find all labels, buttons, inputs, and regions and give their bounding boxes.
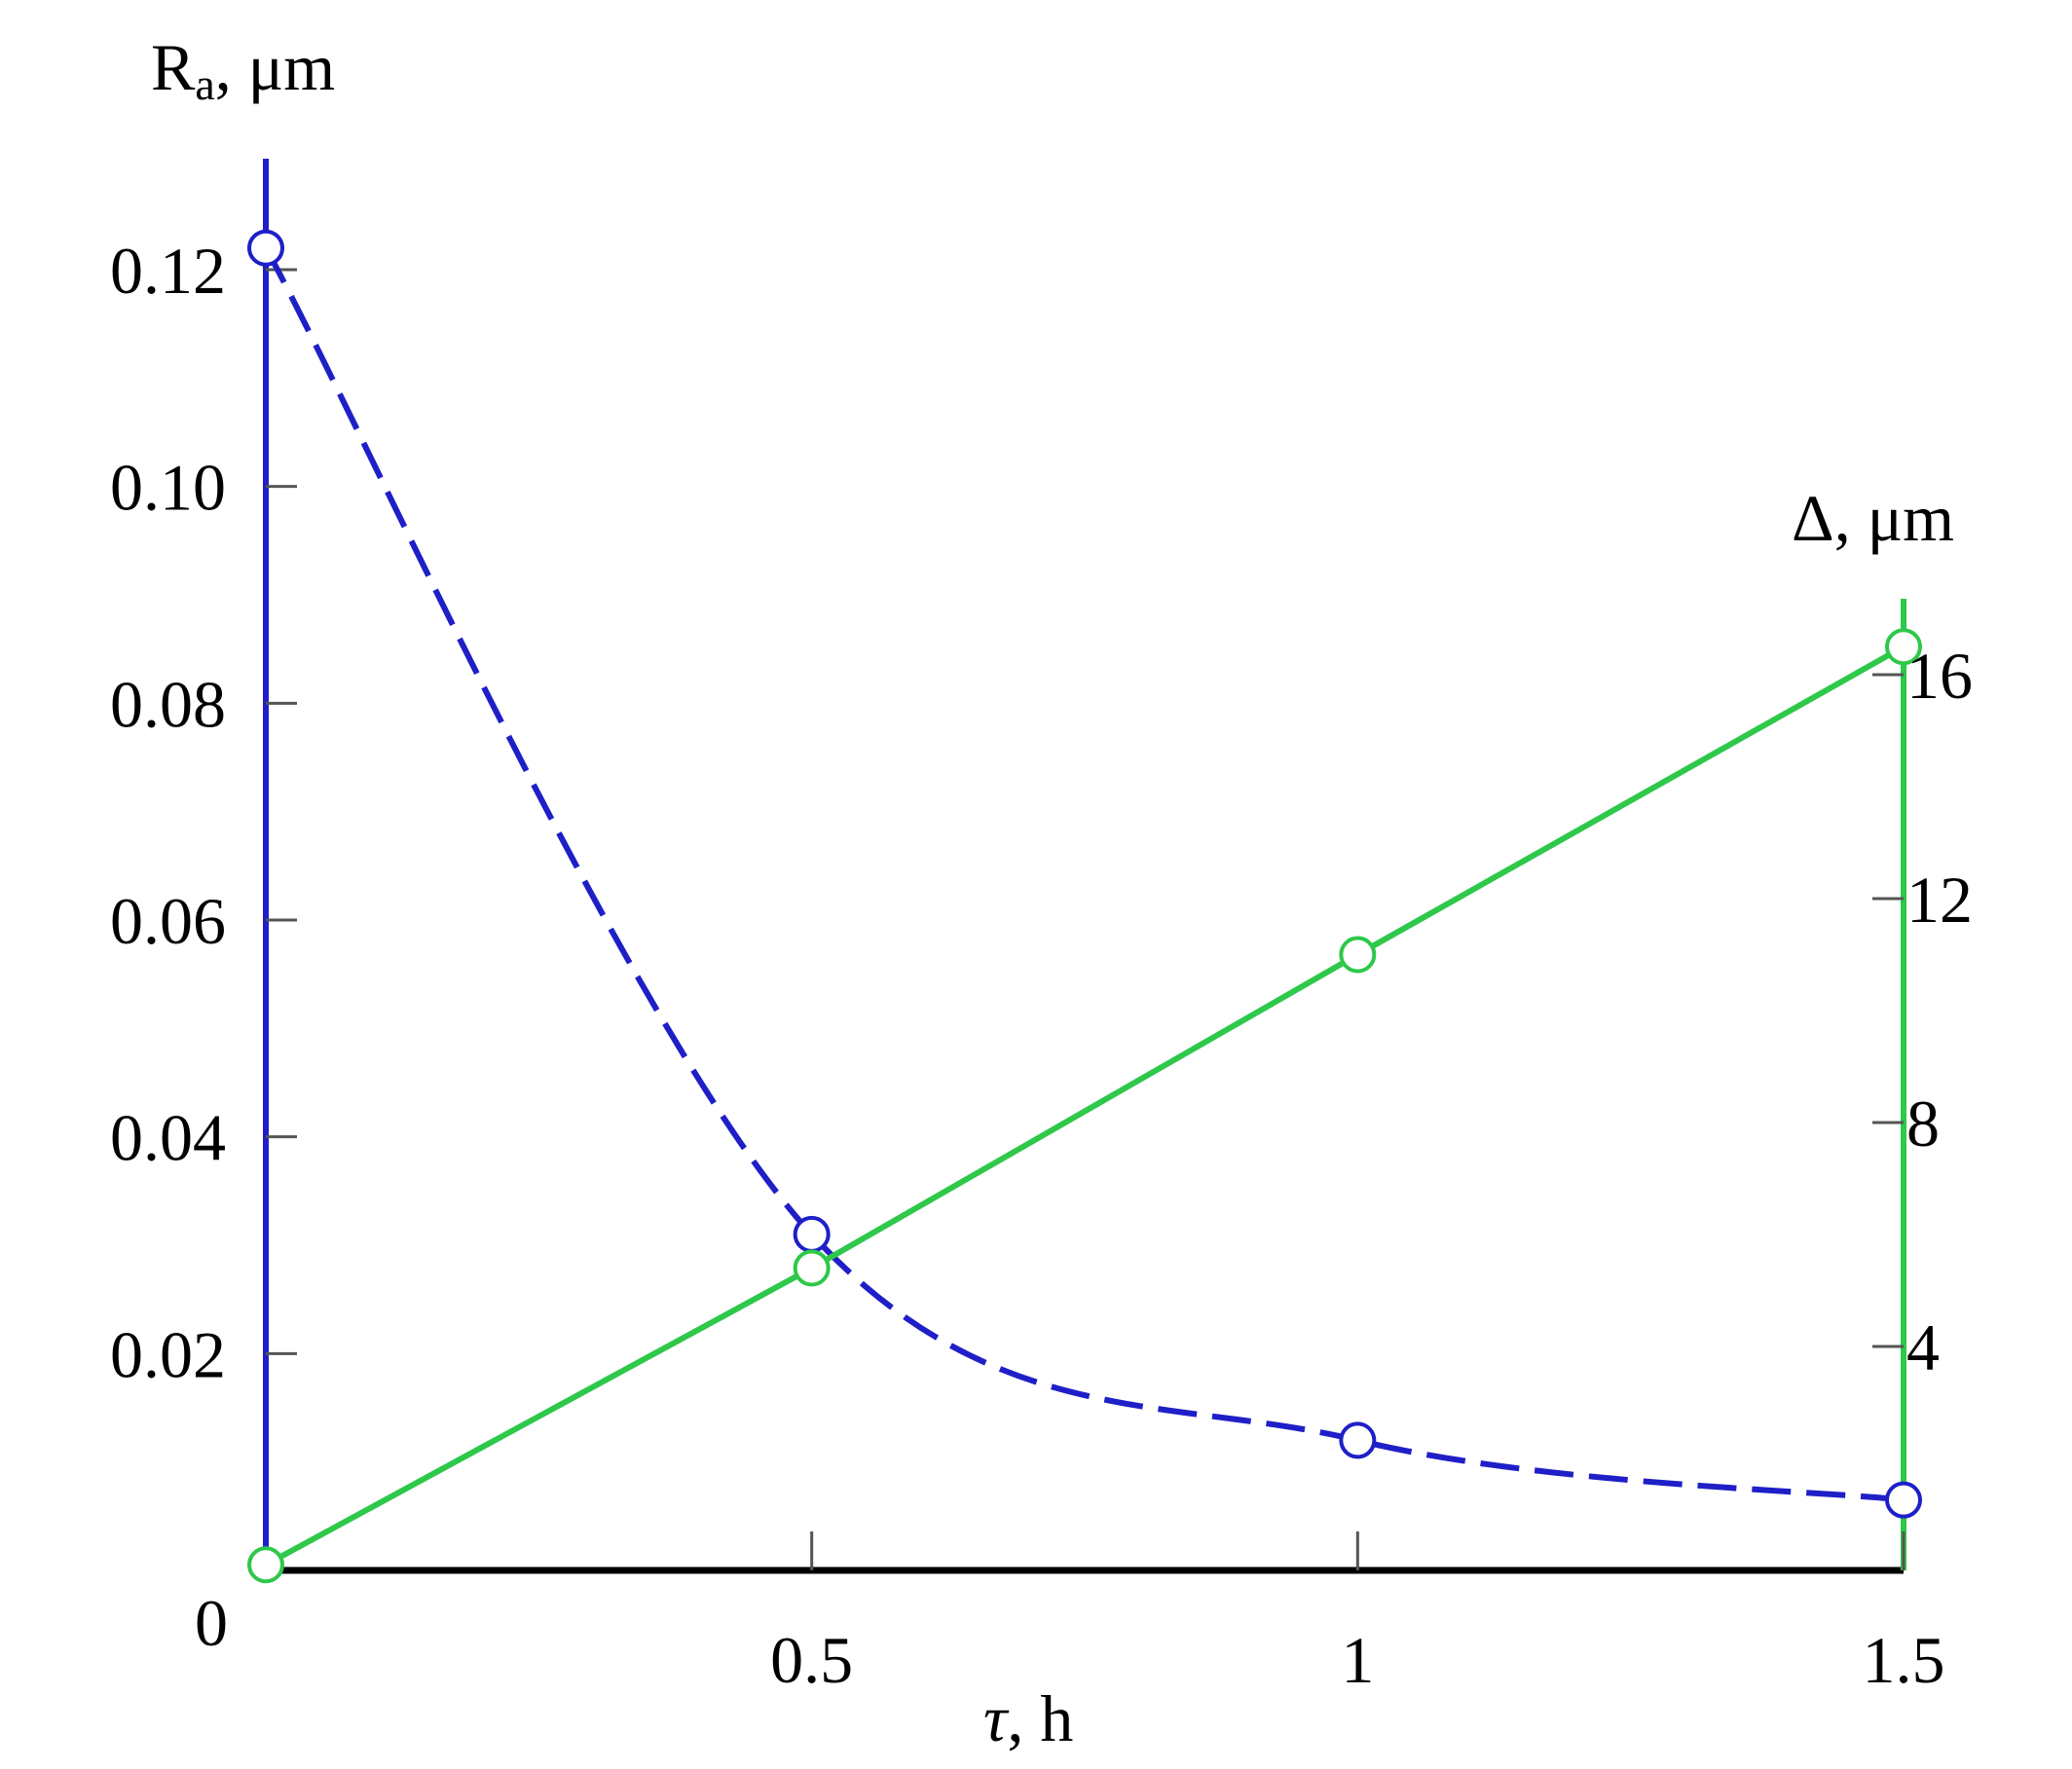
- y-left-tick-label: 0.10: [110, 451, 226, 525]
- series-2-point: [1885, 628, 1922, 666]
- series-1-point: [793, 1215, 831, 1253]
- origin-label: 0: [195, 1586, 228, 1660]
- y-left-tick-label: 0.02: [110, 1317, 226, 1391]
- series-1-point: [247, 229, 284, 267]
- x-tick-label: 1: [1341, 1623, 1374, 1697]
- y-left-tick-label: 0.06: [110, 884, 226, 958]
- x-tick-label: 0.5: [770, 1623, 853, 1697]
- x-axis-title: τ, h: [983, 1681, 1073, 1755]
- series-1-point: [1339, 1421, 1377, 1459]
- y-left-tick-label: 0.08: [110, 667, 226, 741]
- y-left-axis-title: Ra, μm: [151, 30, 335, 109]
- y-right-tick-label: 4: [1906, 1310, 1940, 1384]
- series-1-point: [1885, 1481, 1922, 1519]
- series-1-line: [263, 246, 1905, 1503]
- y-right-tick-label: 8: [1906, 1087, 1940, 1161]
- y-right-tick-label: 16: [1906, 639, 1973, 713]
- axes: [263, 159, 1906, 1574]
- x-axis-title-unit: , h: [1007, 1681, 1073, 1755]
- y-left-axis-title-unit: , μm: [215, 30, 335, 104]
- labels: Ra, μm Δ, μm τ, h 0 0.5 1 1.5 0.02 0.04 0.06 0…: [110, 30, 1973, 1755]
- y-left-axis-title-subscript: a: [195, 59, 214, 109]
- series: [247, 229, 1922, 1584]
- series-2-line: [264, 644, 1906, 1567]
- y-left-tick-label: 0.12: [110, 234, 226, 308]
- series-2-point: [1339, 936, 1377, 974]
- x-tick-label: 1.5: [1863, 1623, 1945, 1697]
- series-2-point: [247, 1546, 284, 1584]
- y-right-axis-title: Δ, μm: [1792, 481, 1954, 555]
- y-left-tick-label: 0.04: [110, 1101, 226, 1175]
- series-2-point: [793, 1249, 831, 1287]
- x-axis-title-symbol: τ: [983, 1681, 1010, 1755]
- y-right-tick-label: 12: [1906, 863, 1973, 937]
